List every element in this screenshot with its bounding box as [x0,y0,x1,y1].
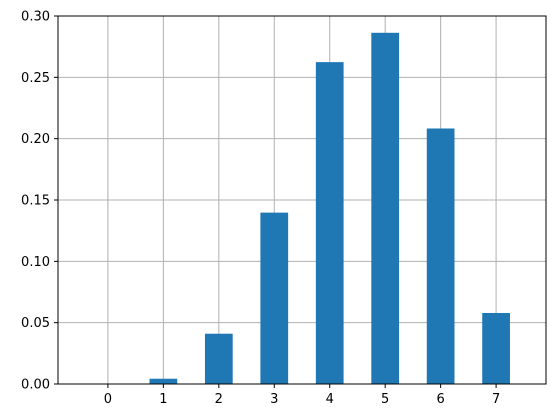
y-tick-label: 0.10 [21,255,50,270]
grid-lines [58,15,546,385]
y-tick-label: 0.20 [21,132,50,147]
x-tick-label: 5 [381,392,389,407]
bar-7 [482,312,510,384]
y-tick-label: 0.25 [21,71,50,86]
x-tick-label: 4 [326,392,334,407]
bar-6 [426,128,455,384]
x-tick-label: 1 [159,392,167,407]
y-tick-label: 0.30 [21,10,50,25]
x-tick-label: 7 [492,392,500,407]
x-tick-label: 6 [436,392,444,407]
bar-4 [315,62,344,384]
bars [94,32,510,385]
x-tick-label: 3 [270,392,278,407]
x-tick-label: 2 [215,392,223,407]
x-axis-ticks: 0 1 2 3 4 5 6 7 [104,384,500,407]
bar-2 [204,333,233,384]
y-tick-label: 0.05 [21,316,50,331]
y-tick-label: 0.15 [21,194,50,209]
x-tick-label: 0 [104,392,112,407]
bar-5 [371,32,400,385]
y-tick-label: 0.00 [21,378,50,393]
y-axis-ticks: 0.00 0.05 0.10 0.15 0.20 0.25 0.30 [21,10,58,393]
bar-1 [149,378,178,384]
bar-3 [260,212,289,384]
